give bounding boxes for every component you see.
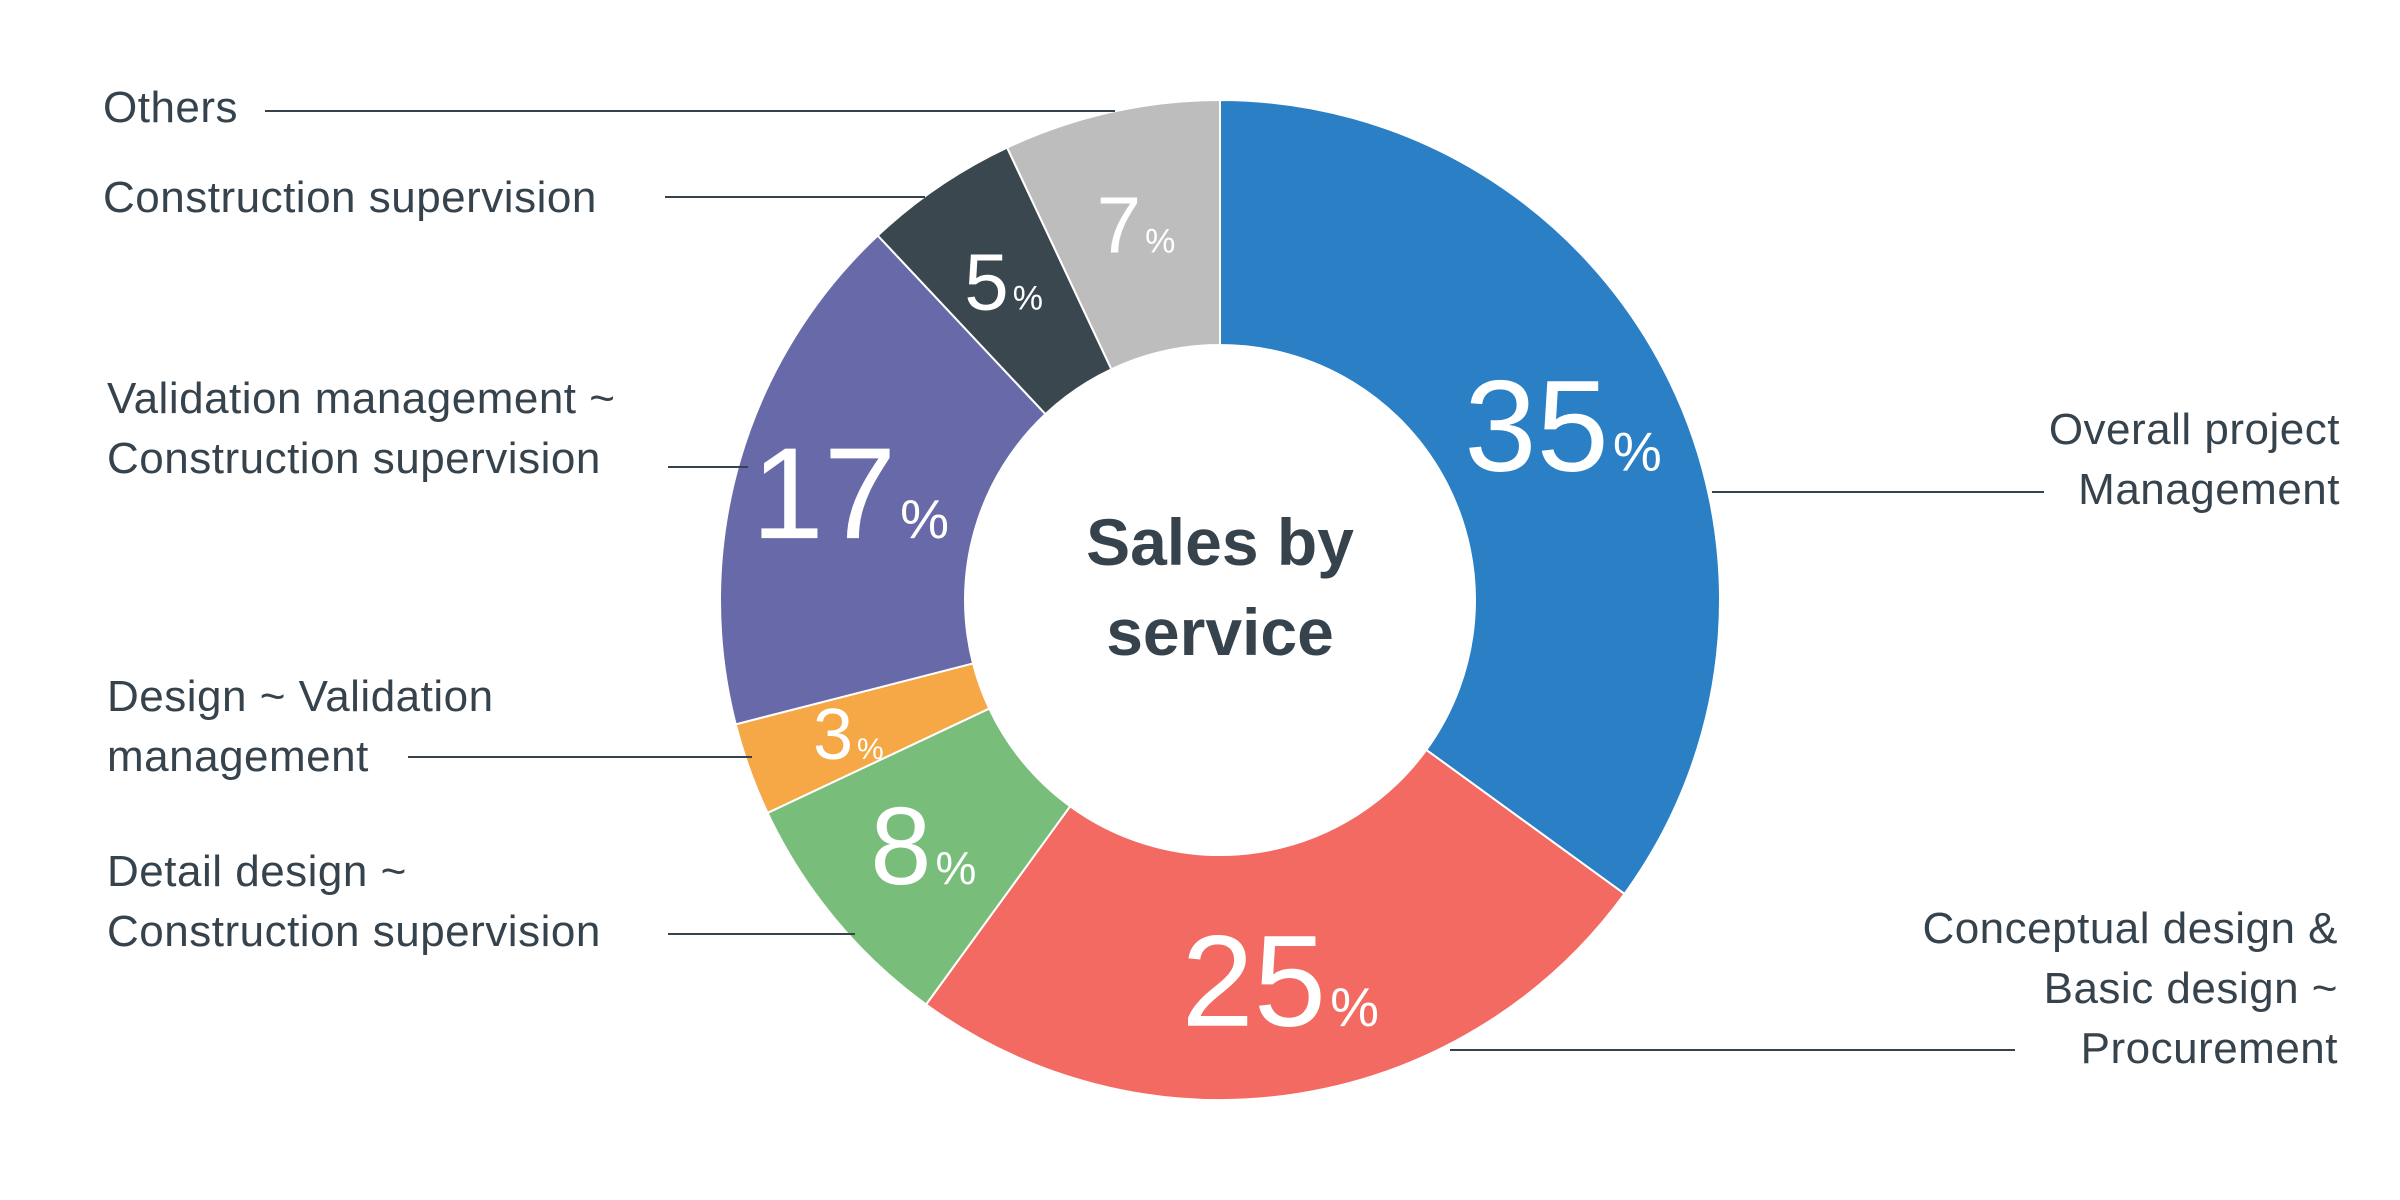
percent-label-overall-project-management: 35% (1464, 353, 1662, 499)
slice-group (719, 98, 1721, 1101)
category-label-construction-supervision: Construction supervision (103, 173, 597, 222)
percent-label-conceptual-design-basic-design-procurement: 25% (1181, 908, 1379, 1054)
category-label-overall-project-management: Overall project Management (2049, 405, 2340, 514)
category-label-design-validation-management: Design ~ Validation management (107, 672, 494, 781)
category-label-validation-management-construction-supervision: Validation management ~ Construction supe… (107, 374, 615, 483)
percent-label-others: 7% (1097, 180, 1176, 269)
category-label-others: Others (103, 83, 238, 132)
percent-label-design-validation-management: 3% (813, 695, 884, 775)
percent-label-group: 35% 25% 8% 3 % 17% 5 % 7% (752, 180, 1662, 1053)
leader-line-group (265, 110, 2044, 1051)
chart-title: Sales by (1086, 505, 1354, 579)
category-label-conceptual-design-basic-design-procurement: Conceptual design & Basic design ~ Procure… (1922, 904, 2338, 1073)
percent-label-construction-supervision: 5% (964, 238, 1043, 327)
category-label-detail-design-construction-supervision: Detail design ~ Construction supervision (107, 847, 601, 956)
slice-overall-project-management (1219, 98, 1721, 896)
percent-label-validation-management-construction-supervision: 17% (752, 420, 950, 566)
slice-conceptual-design-basic-design-procurement (924, 748, 1626, 1101)
percent-label-detail-design-construction-supervision: 8% (870, 785, 976, 908)
slice-validation-management-construction-supervision (719, 234, 1047, 726)
chart-title-line-2: service (1106, 595, 1334, 669)
slice-others (1005, 98, 1221, 371)
category-label-group: Overall project Management Conceptual desi… (103, 83, 2340, 1073)
